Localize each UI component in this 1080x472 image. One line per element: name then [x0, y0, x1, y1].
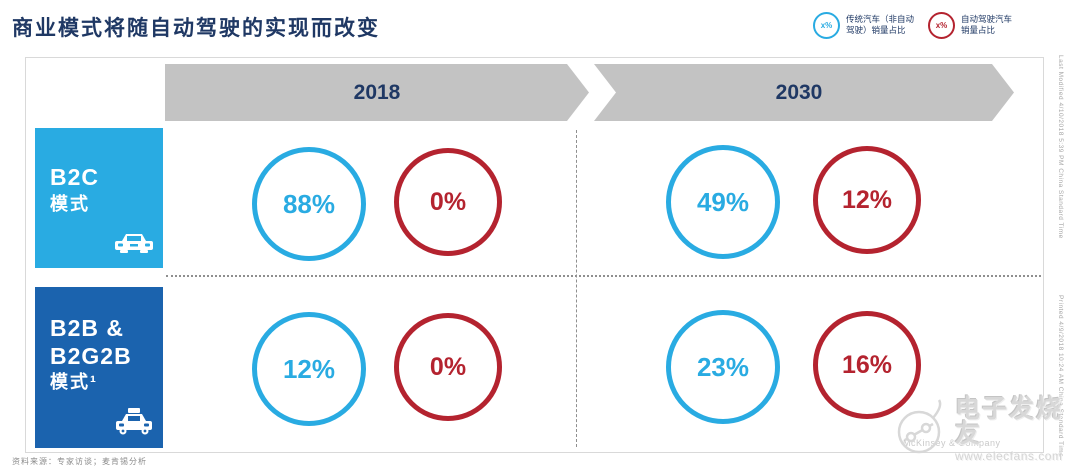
period-separator-dashed-line: [576, 130, 577, 447]
page-title: 商业模式将随自动驾驶的实现而改变: [12, 17, 380, 40]
legend-autonomous-label: 自动驾驶汽车 销量占比: [961, 14, 1013, 36]
b2b-2030-traditional-value: 23%: [666, 310, 780, 424]
row-separator-dotted-line: [166, 275, 1041, 277]
legend-traditional: x% 传统汽车（非自动 驾驶）销量占比: [813, 12, 914, 39]
b2g2b-label: B2G2B: [50, 342, 132, 369]
b2b-2018-autonomous-value: 0%: [394, 313, 502, 421]
last-modified-meta: Last Modified 4/10/2018 5:39 PM China St…: [1057, 55, 1064, 239]
timeline-band-2018: 2018: [165, 64, 589, 121]
watermark-text: 电子发烧友 www.elecfans.com: [955, 394, 1080, 463]
legend-traditional-label: 传统汽车（非自动 驾驶）销量占比: [846, 14, 915, 36]
b2c-2018-autonomous-value: 0%: [394, 148, 502, 256]
watermark-url: www.elecfans.com: [955, 448, 1063, 463]
b2c-2030-autonomous-value: 12%: [813, 146, 921, 254]
source-footnote: 资料来源：专家访谈；麦肯锡分析: [12, 457, 147, 466]
brand-text: McKinsey & Company: [903, 438, 1001, 448]
b2c-2018-traditional-value: 88%: [252, 147, 366, 261]
b2c-label: B2C: [50, 164, 100, 190]
taxi-icon: [114, 408, 154, 440]
b2b-mode-label: 模式¹: [50, 372, 98, 393]
legend-autonomous: x% 自动驾驶汽车 销量占比: [928, 12, 1012, 39]
b2c-mode-label: 模式: [50, 193, 90, 214]
b2b-2030-autonomous-value: 16%: [813, 311, 921, 419]
b2b-label: B2B &: [50, 315, 125, 341]
row-label-b2c: B2C 模式: [35, 128, 163, 268]
watermark-name: 电子发烧友: [955, 394, 1064, 448]
year-2030-label: 2030: [775, 80, 823, 104]
b2b-2018-traditional-value: 12%: [252, 312, 366, 426]
timeline-band-2030: 2030: [594, 64, 1014, 121]
traditional-circle-icon: x%: [813, 12, 840, 39]
watermark: 电子发烧友 www.elecfans.com: [893, 396, 1080, 463]
autonomous-circle-icon: x%: [928, 12, 955, 39]
year-2018-label: 2018: [353, 80, 401, 104]
row-label-b2b-b2g2b: B2B & B2G2B 模式¹: [35, 287, 163, 448]
elecfans-logo-icon: [893, 396, 951, 463]
b2c-2030-traditional-value: 49%: [666, 145, 780, 259]
car-icon: [114, 231, 154, 260]
printed-meta: Printed 4/9/2018 10:24 AM China Standard…: [1057, 295, 1064, 458]
